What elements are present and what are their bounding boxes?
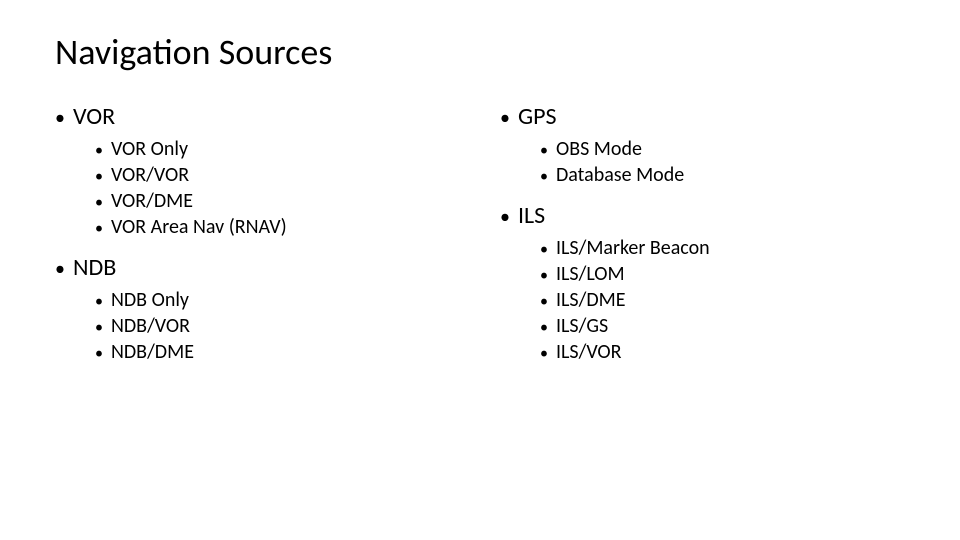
- bullet-icon: •: [95, 193, 103, 212]
- l2-label: ILS/GS: [556, 314, 608, 338]
- l1-section-ndb: • NDB: [55, 253, 460, 282]
- l2-label: ILS/VOR: [556, 340, 622, 364]
- bullet-icon: •: [95, 318, 103, 337]
- l1-label: ILS: [518, 201, 545, 230]
- l2-label: VOR/DME: [111, 189, 193, 213]
- list-item: • ILS/GS: [540, 314, 905, 338]
- l2-list-gps: • OBS Mode • Database Mode: [540, 137, 905, 187]
- list-item: • ILS/Marker Beacon: [540, 236, 905, 260]
- l2-list-ils: • ILS/Marker Beacon • ILS/LOM • ILS/DME • IL…: [540, 236, 905, 364]
- l2-label: NDB/DME: [111, 340, 194, 364]
- l2-label: Database Mode: [556, 163, 684, 187]
- l1-label: NDB: [73, 253, 116, 282]
- l1-label: VOR: [73, 102, 115, 131]
- left-column: • VOR • VOR Only • VOR/VOR • VOR/DME • VOR A…: [55, 102, 460, 378]
- list-item: • NDB Only: [95, 288, 460, 312]
- l1-section-vor: • VOR: [55, 102, 460, 131]
- right-column: • GPS • OBS Mode • Database Mode • ILS • IL…: [500, 102, 905, 378]
- l1-label: GPS: [518, 102, 557, 131]
- bullet-icon: •: [95, 219, 103, 238]
- slide: Navigation Sources • VOR • VOR Only • VOR/…: [0, 0, 960, 540]
- bullet-icon: •: [500, 205, 510, 229]
- l2-label: NDB/VOR: [111, 314, 190, 338]
- l2-label: NDB Only: [111, 288, 189, 312]
- l1-item: • ILS: [500, 201, 905, 230]
- bullet-icon: •: [540, 167, 548, 186]
- list-item: • VOR/VOR: [95, 163, 460, 187]
- bullet-icon: •: [540, 266, 548, 285]
- list-item: • VOR Only: [95, 137, 460, 161]
- l2-label: VOR Area Nav (RNAV): [111, 215, 287, 239]
- l1-item: • NDB: [55, 253, 460, 282]
- bullet-icon: •: [55, 257, 65, 281]
- l2-label: OBS Mode: [556, 137, 642, 161]
- list-item: • OBS Mode: [540, 137, 905, 161]
- bullet-icon: •: [540, 292, 548, 311]
- bullet-icon: •: [540, 344, 548, 363]
- bullet-icon: •: [55, 106, 65, 130]
- bullet-icon: •: [540, 141, 548, 160]
- l2-label: ILS/DME: [556, 288, 626, 312]
- l1-section-gps: • GPS: [500, 102, 905, 131]
- bullet-icon: •: [95, 344, 103, 363]
- bullet-icon: •: [95, 167, 103, 186]
- slide-title: Navigation Sources: [55, 30, 905, 74]
- l2-list-vor: • VOR Only • VOR/VOR • VOR/DME • VOR Area Na…: [95, 137, 460, 239]
- bullet-icon: •: [500, 106, 510, 130]
- list-item: • NDB/VOR: [95, 314, 460, 338]
- bullet-icon: •: [95, 141, 103, 160]
- l1-item: • GPS: [500, 102, 905, 131]
- list-item: • ILS/DME: [540, 288, 905, 312]
- l2-list-ndb: • NDB Only • NDB/VOR • NDB/DME: [95, 288, 460, 364]
- list-item: • VOR/DME: [95, 189, 460, 213]
- list-item: • ILS/LOM: [540, 262, 905, 286]
- list-item: • Database Mode: [540, 163, 905, 187]
- bullet-icon: •: [540, 240, 548, 259]
- l2-label: VOR/VOR: [111, 163, 189, 187]
- list-item: • ILS/VOR: [540, 340, 905, 364]
- l1-item: • VOR: [55, 102, 460, 131]
- list-item: • VOR Area Nav (RNAV): [95, 215, 460, 239]
- bullet-icon: •: [540, 318, 548, 337]
- list-item: • NDB/DME: [95, 340, 460, 364]
- columns: • VOR • VOR Only • VOR/VOR • VOR/DME • VOR A…: [55, 102, 905, 378]
- l2-label: ILS/Marker Beacon: [556, 236, 710, 260]
- bullet-icon: •: [95, 292, 103, 311]
- l2-label: ILS/LOM: [556, 262, 625, 286]
- l2-label: VOR Only: [111, 137, 188, 161]
- l1-section-ils: • ILS: [500, 201, 905, 230]
